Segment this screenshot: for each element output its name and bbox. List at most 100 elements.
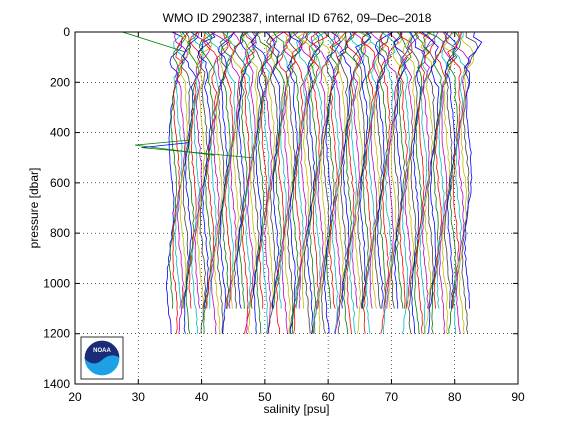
profile-line bbox=[303, 31, 321, 334]
plot-frame bbox=[74, 31, 519, 385]
y-tick-label: 400 bbox=[50, 126, 70, 140]
profile-line bbox=[289, 31, 304, 334]
profile-line bbox=[173, 31, 186, 309]
profile-line bbox=[219, 31, 232, 309]
profile-line bbox=[360, 31, 376, 334]
profile-line bbox=[420, 31, 434, 334]
profile-line bbox=[264, 31, 284, 334]
profile-line bbox=[346, 31, 362, 334]
profile-line bbox=[380, 31, 392, 334]
profile-line bbox=[181, 31, 192, 309]
profile-line bbox=[258, 31, 277, 309]
profile-line bbox=[265, 31, 279, 334]
profile-line bbox=[336, 31, 349, 334]
profile-line bbox=[360, 31, 373, 309]
profile-line bbox=[332, 31, 344, 334]
profile-line bbox=[332, 31, 348, 309]
profile-line bbox=[323, 31, 341, 334]
profile-line bbox=[165, 31, 183, 334]
profile-line bbox=[297, 31, 318, 309]
profile-line bbox=[464, 31, 483, 309]
x-tick-label: 40 bbox=[195, 390, 209, 404]
profile-line bbox=[284, 31, 297, 334]
profile-line bbox=[447, 31, 461, 334]
profile-line bbox=[233, 31, 249, 309]
x-tick-label: 90 bbox=[511, 390, 525, 404]
profile-line bbox=[222, 31, 237, 309]
x-tick-labels: 20 30 40 50 60 70 80 90 bbox=[68, 390, 525, 404]
profile-line bbox=[210, 31, 229, 334]
outlier-spike bbox=[122, 31, 186, 53]
profile-line bbox=[398, 31, 413, 309]
profile-line bbox=[329, 31, 343, 334]
profile-line bbox=[298, 31, 314, 309]
profile-line bbox=[285, 31, 299, 334]
profile-line bbox=[308, 31, 328, 334]
profile-line bbox=[451, 31, 467, 334]
profile-line bbox=[310, 31, 329, 309]
profile-line bbox=[245, 31, 262, 334]
profile-line bbox=[409, 31, 426, 334]
profile-line bbox=[458, 31, 475, 334]
profile-line bbox=[421, 31, 440, 334]
y-tick-label: 1200 bbox=[43, 327, 70, 341]
profile-line bbox=[203, 31, 218, 309]
outlier-spike bbox=[135, 139, 189, 146]
x-tick-label: 20 bbox=[68, 390, 82, 404]
x-axis-label: salinity [psu] bbox=[263, 402, 329, 416]
profile-line bbox=[414, 31, 430, 334]
profile-line bbox=[339, 31, 353, 309]
profile-line bbox=[272, 31, 285, 309]
profile-line bbox=[402, 31, 423, 309]
plot-area bbox=[75, 32, 518, 384]
profile-line bbox=[396, 31, 412, 309]
x-tick-label: 70 bbox=[385, 390, 399, 404]
profile-line bbox=[329, 31, 347, 309]
profile-line bbox=[244, 31, 257, 334]
profile-line bbox=[421, 31, 439, 309]
profile-line bbox=[310, 31, 326, 334]
profile-line bbox=[360, 31, 379, 334]
profile-line bbox=[355, 31, 371, 309]
outlier-spike bbox=[141, 147, 253, 159]
profile-line bbox=[265, 31, 281, 309]
profile-line bbox=[250, 31, 267, 334]
profile-line bbox=[438, 31, 453, 334]
profile-line bbox=[261, 31, 278, 334]
profile-line bbox=[222, 31, 235, 309]
noaa-logo-icon: NOAA bbox=[80, 336, 124, 380]
grid-lines bbox=[75, 32, 518, 384]
x-tick-label: 60 bbox=[321, 390, 335, 404]
profile-line bbox=[374, 31, 393, 309]
profile-line bbox=[369, 31, 384, 309]
profile-line bbox=[436, 31, 455, 309]
profile-line bbox=[191, 31, 204, 334]
profile-line bbox=[394, 31, 408, 309]
profile-line bbox=[402, 31, 420, 309]
y-tick-label: 200 bbox=[50, 75, 70, 89]
profile-line bbox=[348, 31, 365, 334]
profile-line bbox=[419, 31, 436, 334]
y-tick-label: 600 bbox=[50, 176, 70, 190]
profile-line bbox=[351, 31, 366, 309]
profile-line bbox=[407, 31, 420, 334]
profile-line bbox=[196, 31, 212, 309]
profile-line bbox=[312, 31, 331, 334]
y-tick-labels: 0 200 400 600 800 1000 1200 1400 bbox=[43, 25, 70, 391]
profiles-layer bbox=[122, 31, 483, 334]
y-tick-label: 800 bbox=[50, 226, 70, 240]
profile-line bbox=[401, 31, 413, 334]
y-axis-label: pressure [dbar] bbox=[27, 168, 41, 249]
profile-line bbox=[265, 31, 281, 309]
profile-line bbox=[239, 31, 255, 309]
y-tick-label: 1400 bbox=[43, 377, 70, 391]
y-tick-label: 1000 bbox=[43, 276, 70, 290]
profile-line bbox=[178, 31, 192, 309]
noaa-logo-text: NOAA bbox=[93, 348, 111, 354]
profile-line bbox=[426, 31, 445, 334]
profile-line bbox=[379, 31, 390, 309]
y-tick-label: 0 bbox=[63, 25, 70, 39]
outlier-spike bbox=[141, 142, 189, 149]
profile-line bbox=[194, 31, 211, 309]
